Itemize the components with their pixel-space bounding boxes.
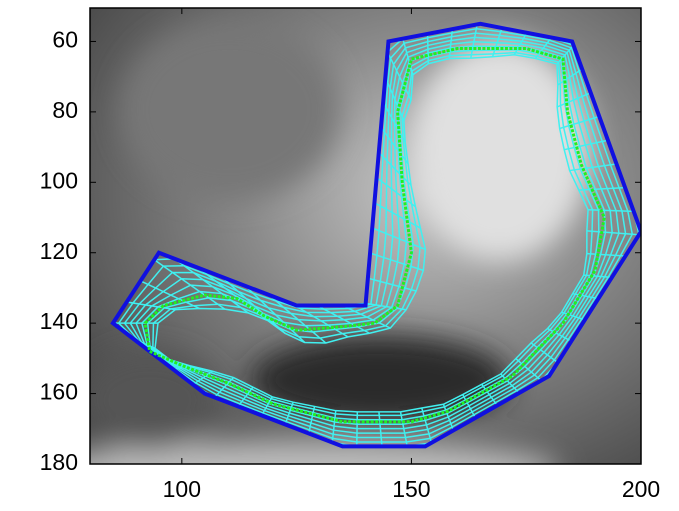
mesh-spoke: [357, 412, 358, 447]
y-tick-label: 120: [40, 238, 78, 264]
y-tick-label: 60: [52, 27, 78, 53]
x-tick-label: 100: [163, 476, 201, 502]
x-tick-label: 200: [622, 476, 660, 502]
y-tick-label: 80: [52, 97, 78, 123]
x-tick-label: 150: [392, 476, 430, 502]
y-tick-label: 180: [40, 449, 78, 475]
mesh-spoke: [428, 34, 429, 64]
chart: 100 150 200 60 80 100 120 140 160 180: [0, 0, 679, 511]
y-tick-label: 140: [40, 308, 78, 334]
y-tick-label: 100: [40, 167, 78, 193]
y-tick-label: 160: [40, 379, 78, 405]
